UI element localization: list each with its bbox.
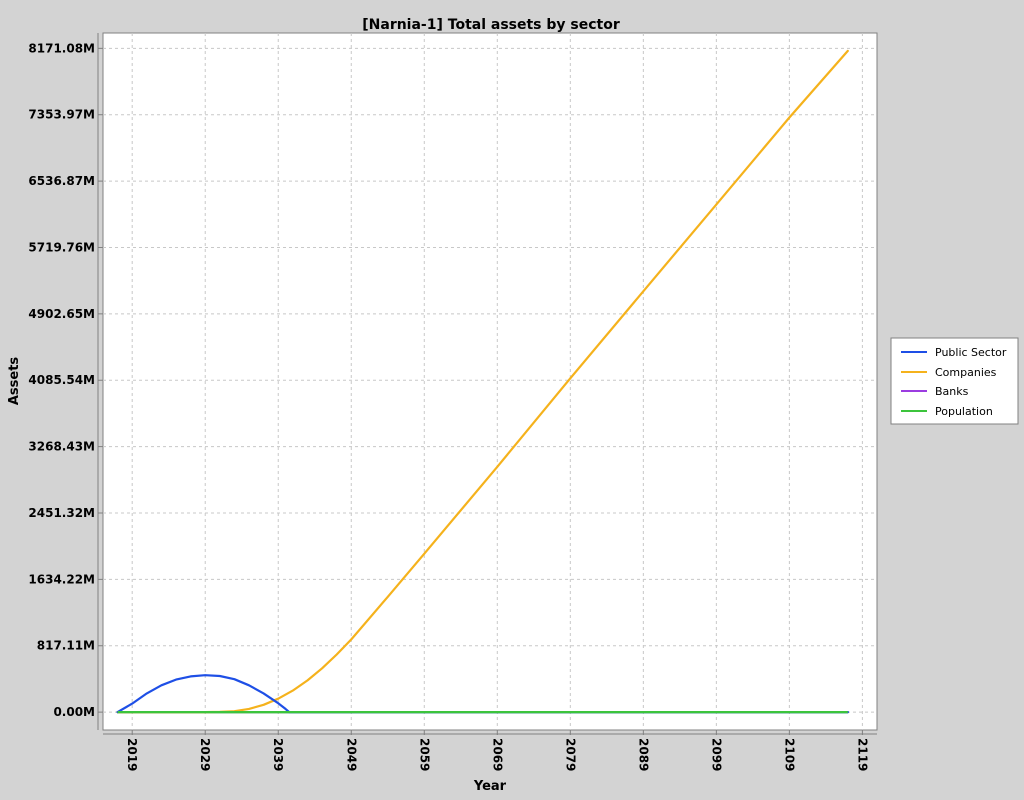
x-tick-label: 2089 bbox=[636, 738, 650, 771]
x-tick-label: 2019 bbox=[125, 738, 139, 771]
series-layer bbox=[116, 49, 849, 714]
y-tick-label: 4902.65M bbox=[28, 307, 95, 321]
y-tick-label: 2451.32M bbox=[28, 506, 95, 520]
y-tick-label: 7353.97M bbox=[28, 108, 95, 122]
x-tick-label: 2109 bbox=[782, 738, 796, 771]
chart-title: [Narnia-1] Total assets by sector bbox=[362, 17, 620, 33]
legend-label-public-sector: Public Sector bbox=[935, 346, 1007, 359]
x-tick-label: 2029 bbox=[198, 738, 212, 771]
x-tick-label: 2059 bbox=[417, 738, 431, 771]
y-tick-label: 0.00M bbox=[53, 705, 95, 719]
y-tick-label: 1634.22M bbox=[28, 572, 95, 586]
x-tick-label: 2079 bbox=[563, 738, 577, 771]
x-tick-label: 2049 bbox=[344, 738, 358, 771]
x-tick-label: 2069 bbox=[490, 738, 504, 771]
y-tick-label: 5719.76M bbox=[28, 240, 95, 254]
legend: Public Sector Companies Banks Population bbox=[890, 337, 1019, 425]
plot-area bbox=[102, 32, 878, 731]
x-tick-label: 2119 bbox=[855, 738, 869, 771]
y-tick-label: 817.11M bbox=[37, 639, 95, 653]
x-tick-label: 2099 bbox=[709, 738, 723, 771]
grid-layer bbox=[103, 33, 877, 730]
legend-label-population: Population bbox=[935, 405, 993, 418]
y-tick-label: 3268.43M bbox=[28, 440, 95, 454]
y-tick-label: 4085.54M bbox=[28, 373, 95, 387]
y-tick-label: 8171.08M bbox=[28, 41, 95, 55]
legend-label-companies: Companies bbox=[935, 366, 997, 379]
y-tick-label: 6536.87M bbox=[28, 174, 95, 188]
axes-layer: 0.00M 817.11M 1634.22M 2451.32M 3268.43M 4085… bbox=[28, 33, 877, 771]
x-axis-title: Year bbox=[473, 779, 507, 794]
y-axis-title: Assets bbox=[7, 357, 22, 406]
legend-label-banks: Banks bbox=[935, 385, 969, 398]
x-tick-label: 2039 bbox=[271, 738, 285, 771]
